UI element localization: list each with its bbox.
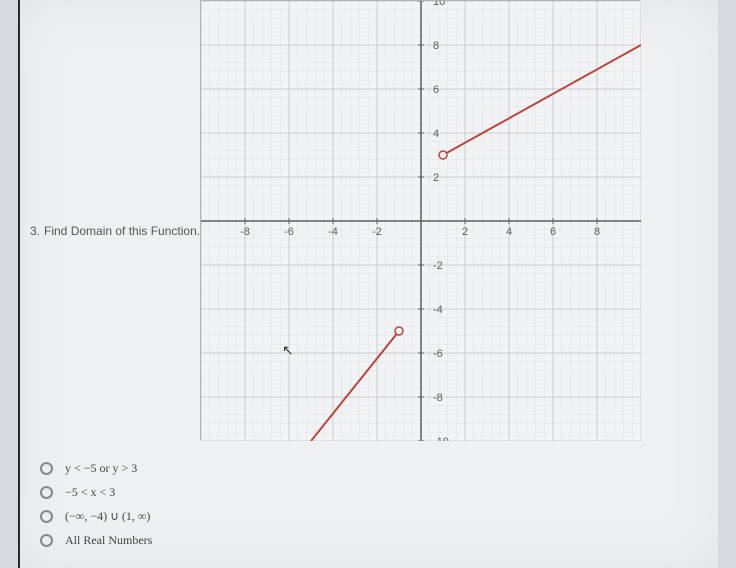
svg-text:8: 8 xyxy=(433,40,439,52)
svg-text:-2: -2 xyxy=(433,260,443,272)
svg-text:-4: -4 xyxy=(433,304,443,316)
svg-text:-6: -6 xyxy=(284,226,294,238)
option-b[interactable]: −5 < x < 3 xyxy=(40,485,152,500)
question-number: 3. xyxy=(30,224,40,238)
svg-text:-8: -8 xyxy=(240,226,250,238)
option-c[interactable]: (−∞, −4) ∪ (1, ∞) xyxy=(40,509,152,524)
option-label: y < −5 or y > 3 xyxy=(65,461,137,476)
svg-text:6: 6 xyxy=(433,84,439,96)
svg-text:8: 8 xyxy=(594,226,600,238)
svg-text:10: 10 xyxy=(433,1,445,8)
svg-text:-8: -8 xyxy=(433,392,443,404)
option-label: All Real Numbers xyxy=(65,533,152,548)
radio-icon xyxy=(40,486,53,499)
svg-text:6: 6 xyxy=(550,226,556,238)
svg-text:-6: -6 xyxy=(433,348,443,360)
svg-text:-4: -4 xyxy=(328,226,338,238)
worksheet-page: 3. Find Domain of this Function. -8-6-4-… xyxy=(18,0,718,568)
question-row: 3. Find Domain of this Function. xyxy=(30,224,200,238)
option-label: (−∞, −4) ∪ (1, ∞) xyxy=(65,509,150,524)
option-d[interactable]: All Real Numbers xyxy=(40,533,152,548)
svg-text:-10: -10 xyxy=(433,436,449,441)
svg-text:2: 2 xyxy=(433,172,439,184)
coordinate-graph: -8 -6 -4 -2 2 4 6 8 2 4 6 8 10 -2 -4 -6 -8 -10 xyxy=(200,0,640,440)
answer-options: y < −5 or y > 3 −5 < x < 3 (−∞, −4) ∪ (1… xyxy=(40,452,152,557)
option-label: −5 < x < 3 xyxy=(65,485,115,500)
svg-text:4: 4 xyxy=(506,226,512,238)
radio-icon xyxy=(40,510,53,523)
svg-text:2: 2 xyxy=(462,226,468,238)
radio-icon xyxy=(40,462,53,475)
svg-text:-2: -2 xyxy=(372,226,382,238)
svg-text:4: 4 xyxy=(433,128,439,140)
radio-icon xyxy=(40,534,53,547)
option-a[interactable]: y < −5 or y > 3 xyxy=(40,461,152,476)
question-text: Find Domain of this Function. xyxy=(44,224,200,238)
